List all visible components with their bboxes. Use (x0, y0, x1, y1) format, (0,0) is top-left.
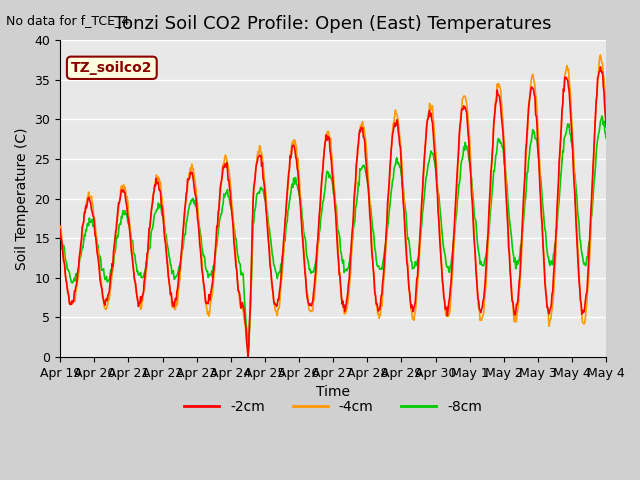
Legend: -2cm, -4cm, -8cm: -2cm, -4cm, -8cm (179, 395, 488, 420)
Title: Tonzi Soil CO2 Profile: Open (East) Temperatures: Tonzi Soil CO2 Profile: Open (East) Temp… (115, 15, 552, 33)
Text: No data for f_TCE_4: No data for f_TCE_4 (6, 14, 129, 27)
Y-axis label: Soil Temperature (C): Soil Temperature (C) (15, 127, 29, 270)
X-axis label: Time: Time (316, 385, 350, 399)
Text: TZ_soilco2: TZ_soilco2 (71, 61, 152, 75)
